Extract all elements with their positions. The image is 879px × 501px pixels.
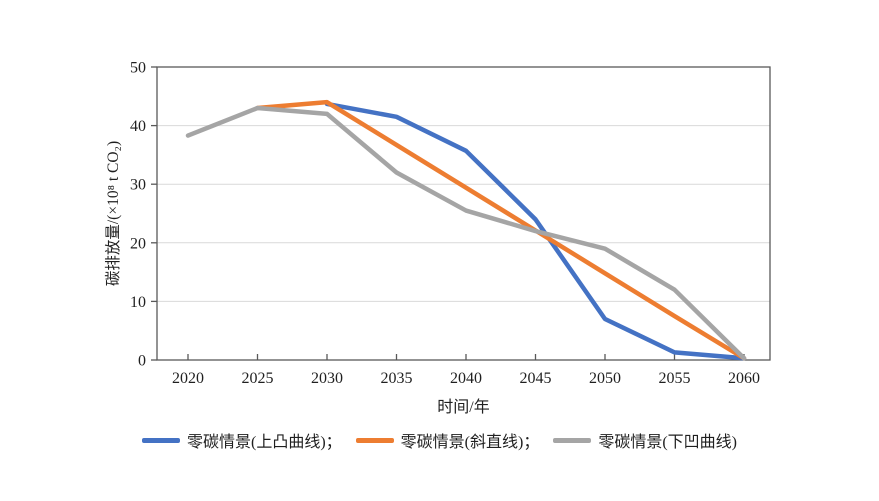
x-tick-label: 2060 [728,370,760,387]
series-line-convex-up [324,101,747,361]
legend-swatch-concave-down [553,437,592,443]
x-tick-label: 2035 [381,370,413,387]
series-line-straight [255,99,747,361]
x-axis-title: 时间/年 [437,398,489,416]
x-tick-label: 2025 [242,370,274,387]
x-tick-label: 2045 [520,370,552,387]
y-tick-label: 50 [130,60,146,77]
chart-legend: 零碳情景(上凸曲线)； 零碳情景(斜直线)； 零碳情景(下凹曲线) [0,428,879,452]
x-tick-label: 2020 [172,370,204,387]
x-tick-label: 2030 [311,370,343,387]
y-tick-label: 30 [130,177,146,194]
y-tick-label: 0 [138,353,146,370]
x-tick-label: 2055 [659,370,691,387]
plot-border [156,66,771,361]
y-axis-title: 碳排放量/(×10⁸ t CO₂) [104,141,122,286]
series-line-concave-down [185,105,747,361]
legend-label-straight: 零碳情景(斜直线)； [400,434,540,451]
y-tick-label: 10 [130,294,146,311]
legend-item-concave-down: 零碳情景(下凹曲线) [553,428,737,452]
legend-item-straight: 零碳情景(斜直线)； [355,428,540,452]
legend-swatch-convex-up [141,437,180,443]
legend-label-convex-up: 零碳情景(上凸曲线)； [186,434,342,451]
legend-label-concave-down: 零碳情景(下凹曲线) [598,434,737,451]
y-tick-label: 40 [130,118,146,135]
y-tick-label: 20 [130,235,146,252]
legend-item-convex-up: 零碳情景(上凸曲线)； [141,428,342,452]
x-tick-label: 2040 [450,370,482,387]
legend-swatch-straight [355,437,394,443]
x-tick-label: 2050 [589,370,621,387]
